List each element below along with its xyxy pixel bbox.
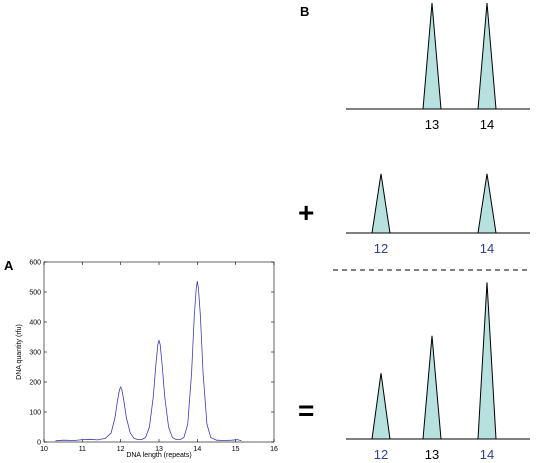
- peak-13: [422, 2, 442, 110]
- panel-label-a: A: [4, 258, 14, 273]
- x-tick-label: 14: [193, 446, 201, 453]
- peak-14: [477, 282, 497, 440]
- data-line: [55, 281, 242, 442]
- y-tick-label: 100: [29, 410, 41, 417]
- x-tick-label: 15: [232, 446, 240, 453]
- allele-label-14: 14: [480, 117, 494, 132]
- peak-14: [477, 2, 497, 110]
- panel-label-b: B: [300, 4, 309, 19]
- schematic-top: 13 14: [346, 2, 530, 132]
- peak-12: [371, 173, 391, 234]
- x-axis-title: DNA length (repeats): [126, 452, 191, 459]
- plus-sign: +: [298, 197, 314, 228]
- peak-12: [371, 373, 391, 440]
- y-tick-label: 600: [29, 260, 41, 267]
- allele-label-13: 13: [425, 447, 439, 462]
- y-tick-label: 400: [29, 320, 41, 327]
- peak-14: [477, 173, 497, 234]
- x-tick-label: 13: [155, 446, 163, 453]
- y-axis-ticks: 0 100 200 300 400 500 600: [29, 260, 274, 447]
- schematic-middle: 12 14: [346, 173, 530, 256]
- peak-13: [422, 335, 442, 440]
- equals-sign: =: [298, 395, 314, 426]
- x-tick-label: 10: [40, 446, 48, 453]
- x-tick-label: 12: [117, 446, 125, 453]
- allele-label-13: 13: [425, 117, 439, 132]
- allele-label-14: 14: [480, 241, 494, 256]
- x-tick-label: 11: [79, 446, 86, 453]
- x-tick-label: 16: [270, 446, 278, 453]
- allele-label-14: 14: [480, 447, 494, 462]
- allele-label-12: 12: [374, 241, 388, 256]
- y-tick-label: 300: [29, 350, 41, 357]
- schematic-bottom: 12 13 14: [346, 282, 530, 462]
- allele-label-12: 12: [374, 447, 388, 462]
- y-axis-title: DNA quantity (rfu): [16, 324, 23, 380]
- y-tick-label: 200: [29, 380, 41, 387]
- plot-frame: [43, 261, 275, 443]
- y-tick-label: 0: [37, 440, 41, 447]
- x-axis-ticks: 10 11 12 13 14 15 16: [40, 262, 278, 453]
- electropherogram-chart: 10 11 12 13 14 15 16 0 100 200 300 400 500 600 DNA l…: [16, 260, 278, 460]
- y-tick-label: 500: [29, 290, 41, 297]
